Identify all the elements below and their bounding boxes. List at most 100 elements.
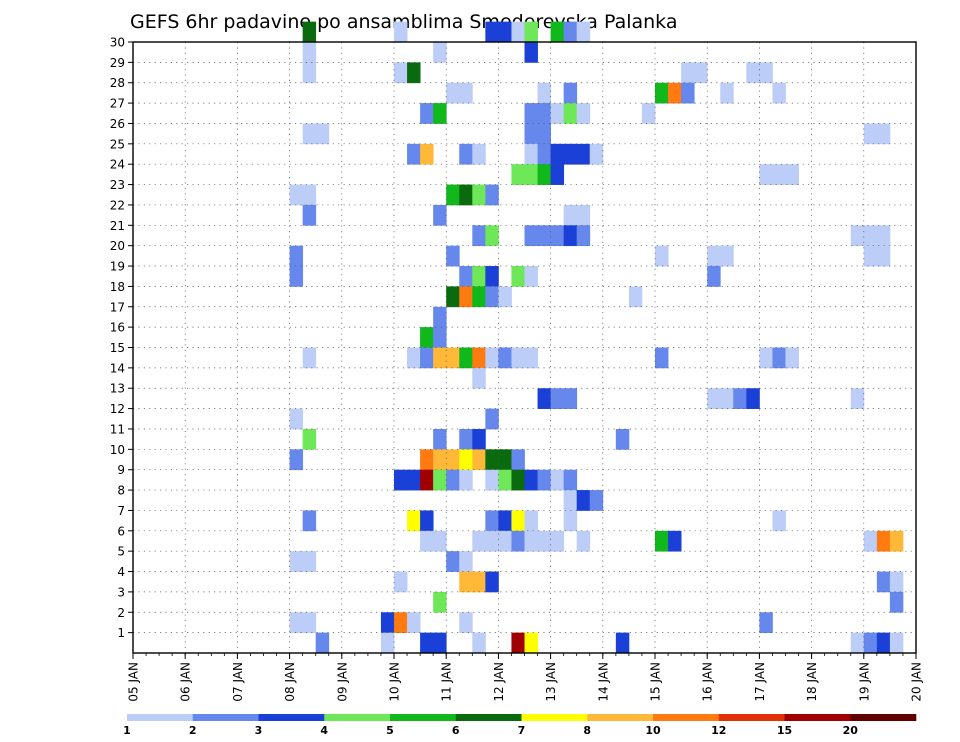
precip-cell (433, 591, 447, 613)
precip-cell (707, 266, 721, 287)
precip-cell (302, 347, 317, 369)
precip-cell (550, 143, 565, 165)
legend-swatch (192, 714, 259, 721)
legend-label: 2 (189, 724, 197, 737)
precip-cell (863, 530, 878, 552)
precip-cell (759, 62, 773, 84)
precip-cell (472, 632, 486, 654)
precip-cell (524, 266, 538, 287)
legend-label: 3 (255, 724, 263, 737)
precip-cell (615, 428, 630, 450)
legend-label: 12 (711, 724, 726, 737)
legend-label: 15 (777, 724, 792, 737)
precip-cell (472, 367, 486, 389)
precip-cell (289, 266, 304, 287)
x-tick-label: 06 JAN (179, 662, 193, 702)
x-tick-label: 05 JAN (127, 662, 141, 702)
precip-cell (433, 306, 447, 328)
legend-swatch (127, 714, 194, 721)
y-tick-label: 24 (110, 158, 125, 172)
precip-cell (889, 571, 904, 593)
precip-cell (785, 164, 799, 185)
precip-cell (772, 82, 786, 104)
legend-swatch (784, 714, 851, 721)
y-tick-label: 16 (110, 321, 125, 335)
color-legend: 1 2 3 4 5 6 7 8 10 12 15 20 (123, 714, 917, 737)
precip-cell (563, 103, 578, 124)
precip-cell (720, 388, 734, 409)
precip-cell (863, 225, 878, 247)
legend-label: 10 (645, 724, 661, 737)
legend-swatch (324, 714, 391, 721)
precip-cell (433, 347, 447, 369)
precip-cell (550, 21, 565, 43)
x-tick-label: 11 JAN (440, 662, 454, 702)
precip-cell (446, 347, 460, 369)
precip-cell (485, 571, 499, 593)
precip-cell (407, 143, 421, 165)
precip-cell (459, 266, 473, 287)
precip-cell (550, 388, 565, 409)
precip-cell (746, 388, 760, 409)
precip-cell (459, 449, 473, 471)
legend-label: 6 (452, 724, 460, 737)
precip-cell (459, 469, 473, 491)
y-tick-label: 15 (110, 341, 125, 355)
precip-cell (772, 347, 786, 369)
precip-cell (550, 164, 565, 185)
precip-cell (459, 82, 473, 104)
precip-cell (472, 571, 486, 593)
precip-cell (876, 123, 891, 145)
precip-cell (446, 245, 460, 267)
legend-swatch (258, 714, 325, 721)
precip-cell (459, 612, 473, 634)
legend-label: 1 (123, 724, 131, 737)
precip-cell (472, 286, 486, 308)
legend-swatch (390, 714, 457, 721)
precip-cell (563, 510, 578, 532)
y-tick-label: 3 (117, 585, 125, 599)
x-tick-label: 14 JAN (596, 662, 610, 702)
legend-swatch (653, 714, 720, 721)
y-tick-label: 25 (110, 137, 125, 151)
precip-cell (511, 632, 525, 654)
precip-cell (459, 571, 473, 593)
x-tick-label: 07 JAN (231, 662, 245, 702)
legend-swatch (455, 714, 522, 721)
precip-cell (628, 286, 643, 308)
precip-cell (485, 408, 499, 430)
precip-cell (289, 245, 304, 267)
precip-cell (720, 245, 734, 267)
precip-cell (302, 62, 317, 84)
precip-cell (524, 143, 538, 165)
legend-swatch (718, 714, 785, 721)
legend-label: 7 (518, 724, 526, 737)
precip-cell (302, 204, 317, 226)
y-tick-label: 9 (117, 463, 125, 477)
precip-cell (876, 530, 891, 552)
y-tick-label: 28 (110, 76, 125, 90)
precip-cell (655, 530, 669, 552)
precip-cell (485, 266, 499, 287)
precip-cell (498, 449, 512, 471)
precip-cell (472, 143, 486, 165)
precip-cell (746, 62, 760, 84)
precip-cell (394, 21, 408, 43)
x-tick-label: 09 JAN (335, 662, 349, 702)
precip-cell (641, 103, 656, 124)
y-tick-label: 5 (117, 545, 125, 559)
precip-cell (446, 449, 460, 471)
precip-cell (759, 347, 773, 369)
precip-cell (485, 449, 499, 471)
precip-cell (420, 469, 434, 491)
precip-cell (289, 551, 304, 572)
x-tick-label: 20 JAN (910, 662, 924, 702)
precip-cell (433, 428, 447, 450)
precip-cell (563, 204, 578, 226)
x-tick-label: 13 JAN (544, 662, 558, 702)
legend-label: 8 (583, 724, 591, 737)
precip-cell (485, 286, 499, 308)
precip-cell (576, 530, 591, 552)
precip-cell (485, 21, 499, 43)
x-tick-label: 16 JAN (701, 662, 715, 702)
